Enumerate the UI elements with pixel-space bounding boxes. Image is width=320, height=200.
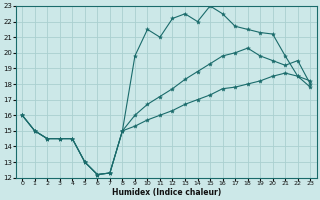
X-axis label: Humidex (Indice chaleur): Humidex (Indice chaleur): [112, 188, 221, 197]
